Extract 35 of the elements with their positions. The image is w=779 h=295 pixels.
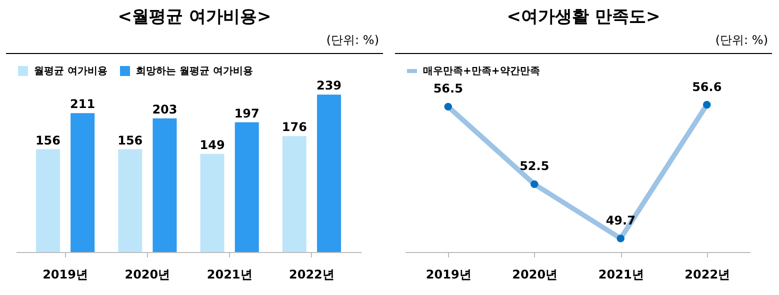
data-label: 56.5 — [433, 82, 463, 96]
legend-label: 희망하는 월평균 여가비용 — [136, 66, 253, 77]
x-tick-label: 2020년 — [512, 268, 558, 282]
x-tick-label: 2020년 — [124, 268, 170, 282]
legend-label: 월평균 여가비용 — [34, 66, 108, 77]
chart-title: <월평균 여가비용> — [116, 6, 272, 29]
bar — [282, 136, 306, 252]
legend-label: 매우만족+만족+약간만족 — [423, 66, 540, 77]
data-label: 52.5 — [520, 159, 550, 174]
bar — [234, 122, 259, 252]
x-tick-label: 2022년 — [289, 268, 334, 282]
data-label: 156 — [35, 133, 61, 148]
data-label: 197 — [234, 106, 260, 120]
data-label: 149 — [200, 138, 225, 152]
data-label: 156 — [118, 133, 143, 148]
bar — [118, 149, 142, 252]
data-label: 56.6 — [692, 80, 722, 94]
data-label: 49.7 — [606, 213, 636, 228]
x-tick-label: 2019년 — [42, 268, 88, 282]
data-label: 176 — [282, 120, 307, 134]
data-label: 239 — [316, 78, 342, 93]
x-tick-label: 2019년 — [426, 268, 472, 282]
bar — [152, 118, 177, 252]
data-label: 211 — [70, 97, 96, 112]
bar — [200, 154, 224, 252]
x-tick-label: 2021년 — [206, 268, 252, 282]
chart-title: <여가생활 만족도> — [506, 6, 662, 29]
x-tick-label: 2022년 — [684, 268, 730, 282]
x-tick-label: 2021년 — [598, 268, 644, 282]
bar — [70, 113, 95, 252]
bar — [36, 149, 60, 252]
text: (단위: %) — [6, 30, 383, 54]
text: (단위: %) — [395, 30, 772, 54]
data-label: 203 — [152, 102, 178, 116]
bar — [317, 94, 342, 252]
